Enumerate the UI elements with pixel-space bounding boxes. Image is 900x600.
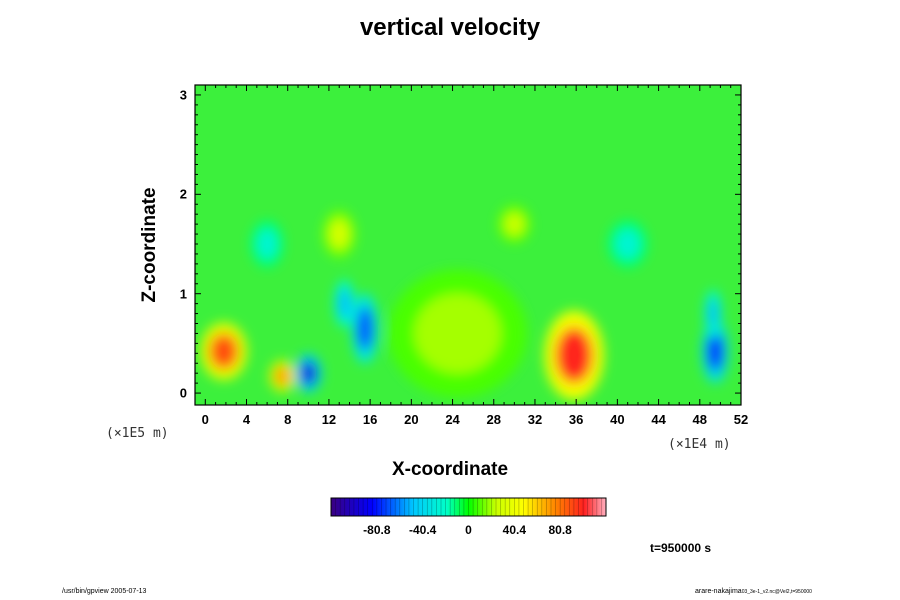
colorbar-tick-label: 80.8 xyxy=(548,523,572,537)
x-tick-label: 48 xyxy=(692,412,708,427)
field-feature xyxy=(338,288,351,319)
field-feature xyxy=(615,229,641,259)
footer-right: arare-nakajima03_3e-1_v2.nc@Vel2,t=95000… xyxy=(695,588,812,595)
x-tick-label: 20 xyxy=(404,412,419,427)
x-axis-label: X-coordinate xyxy=(391,459,509,480)
field-feature xyxy=(356,306,374,351)
colorbar-tick-label: 40.4 xyxy=(502,523,527,537)
field-feature xyxy=(209,333,239,370)
field-feature xyxy=(555,327,593,384)
colorbar-tick-label: 0 xyxy=(465,523,472,537)
time-label: t=950000 s xyxy=(650,541,712,555)
colorbar-tick-label: -40.4 xyxy=(408,523,437,537)
field-feature xyxy=(708,298,719,329)
y-tick-label: 0 xyxy=(179,385,187,401)
x-tick-label: 12 xyxy=(321,412,337,427)
field-feature xyxy=(274,366,291,387)
x-tick-label: 16 xyxy=(362,412,378,427)
y-tick-label: 2 xyxy=(179,186,187,202)
footer-right-main: arare-nakajima xyxy=(695,588,742,595)
field-feature xyxy=(300,361,317,386)
x-tick-label: 24 xyxy=(445,412,460,427)
x-tick-label: 32 xyxy=(527,412,543,427)
colorbar xyxy=(330,497,607,517)
y-axis-unit: (×1E5 m) xyxy=(106,426,169,441)
x-tick-label: 28 xyxy=(486,412,501,427)
x-tick-label: 40 xyxy=(610,412,625,427)
x-tick-label: 0 xyxy=(201,412,209,427)
x-tick-label: 36 xyxy=(568,412,584,427)
field-feature xyxy=(328,219,350,249)
axis-ticks xyxy=(195,84,742,405)
x-tick-label: 8 xyxy=(284,412,292,427)
colorbar-tick-label: -80.8 xyxy=(363,523,391,537)
footer-left: /usr/bin/gpview 2005-07-13 xyxy=(62,588,147,595)
field-feature xyxy=(256,229,278,259)
field-feature xyxy=(707,331,724,372)
colorbar-ticks xyxy=(335,498,602,516)
field-feature xyxy=(504,212,525,237)
y-tick-label: 1 xyxy=(179,286,187,302)
chart-title: vertical velocity xyxy=(359,14,541,41)
footer-right-small: 03_3e-1_v2.nc@Vel2,t=950000 xyxy=(741,589,812,595)
x-tick-label: 44 xyxy=(651,412,666,427)
x-tick-label: 4 xyxy=(242,412,251,427)
x-axis-unit: (×1E4 m) xyxy=(668,437,731,452)
field-feature xyxy=(414,293,501,374)
plot-frame xyxy=(194,84,742,406)
velocity-field xyxy=(200,205,729,400)
y-tick-label: 3 xyxy=(179,87,187,103)
x-tick-label: 52 xyxy=(733,412,749,427)
